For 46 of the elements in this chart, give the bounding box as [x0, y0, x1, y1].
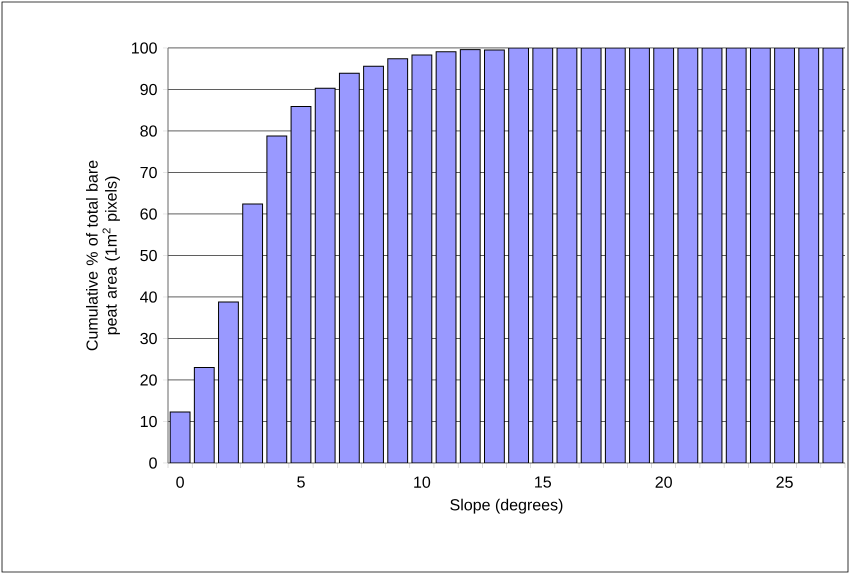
bar [338, 72, 360, 463]
bar [411, 54, 432, 463]
bar [194, 367, 215, 463]
bar [484, 50, 505, 463]
x-tick-label: 25 [776, 476, 793, 488]
x-tick-label: 15 [535, 476, 552, 488]
bar [798, 48, 820, 463]
bar [266, 135, 288, 463]
bar [508, 48, 530, 463]
bar [218, 301, 239, 463]
x-axis-title: Slope (degrees) [450, 498, 562, 514]
x-tick-label: 5 [297, 476, 305, 488]
y-tick-label: 100 [132, 42, 157, 54]
bar [242, 204, 264, 463]
y-tick-label: 70 [140, 166, 157, 178]
x-tick-label: 0 [176, 476, 184, 488]
bar [604, 48, 626, 463]
bar [702, 48, 722, 463]
bar [580, 48, 602, 463]
bar [436, 51, 456, 463]
bar [774, 48, 795, 463]
x-tick-label: 10 [414, 476, 430, 488]
y-tick-label: 90 [140, 84, 157, 96]
y-tick-label: 80 [140, 125, 157, 137]
bar [363, 66, 384, 463]
y-tick-label: 20 [140, 374, 157, 386]
bar [653, 48, 674, 463]
bar [556, 48, 578, 463]
y-tick-label: 30 [140, 332, 157, 344]
bar [387, 58, 408, 463]
y-tick-label: 40 [140, 291, 157, 303]
bar [726, 48, 747, 463]
bar [822, 48, 844, 463]
y-tick-label: 60 [140, 208, 157, 220]
y-tick-label: 50 [140, 250, 157, 262]
y-tick-label: 0 [149, 457, 157, 469]
x-tick-label: 20 [656, 476, 672, 488]
bar [677, 48, 698, 463]
bar [314, 88, 336, 463]
bar [532, 48, 554, 463]
bar [290, 106, 312, 463]
bar [460, 49, 481, 463]
y-tick-label: 10 [140, 416, 157, 428]
bar [750, 48, 771, 463]
bar [170, 411, 191, 463]
bar [629, 48, 650, 463]
